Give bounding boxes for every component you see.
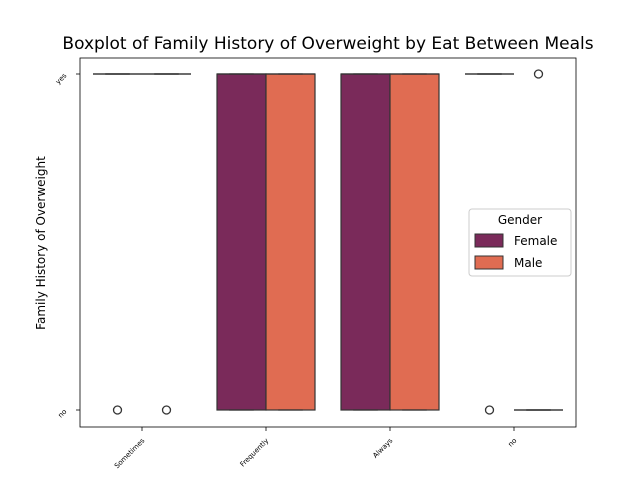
- y-tick-label-yes: yes: [54, 72, 68, 86]
- box-male-1: [265, 73, 316, 411]
- y-tick-label-no: no: [57, 408, 69, 420]
- legend: Gender Female Male: [468, 208, 572, 277]
- legend-swatch-male: [474, 255, 504, 270]
- plot-frame: [79, 57, 577, 428]
- legend-swatch-female: [474, 233, 504, 248]
- box-male-3-outlier-0: [533, 69, 544, 79]
- legend-label-male: Male: [514, 256, 542, 270]
- legend-label-female: Female: [514, 234, 557, 248]
- box-female-2: [340, 73, 391, 411]
- box-female-0-outlier-0: [112, 405, 123, 415]
- chart-title: Boxplot of Family History of Overweight …: [62, 34, 593, 54]
- box-male-0-outlier-0: [161, 405, 172, 415]
- plot-area: yes no Sometimes Frequently Always no: [54, 57, 577, 471]
- box-male-2: [389, 73, 440, 411]
- x-tick-label-2: Always: [371, 437, 394, 460]
- x-tick-label-3: no: [507, 437, 519, 449]
- x-tick-label-0: Sometimes: [113, 437, 147, 471]
- y-axis-label: Family History of Overweight: [34, 156, 48, 330]
- legend-title: Gender: [498, 213, 542, 227]
- box-female-1: [216, 73, 267, 411]
- box-female-3-outlier-0: [484, 405, 495, 415]
- x-tick-label-1: Frequently: [239, 437, 271, 469]
